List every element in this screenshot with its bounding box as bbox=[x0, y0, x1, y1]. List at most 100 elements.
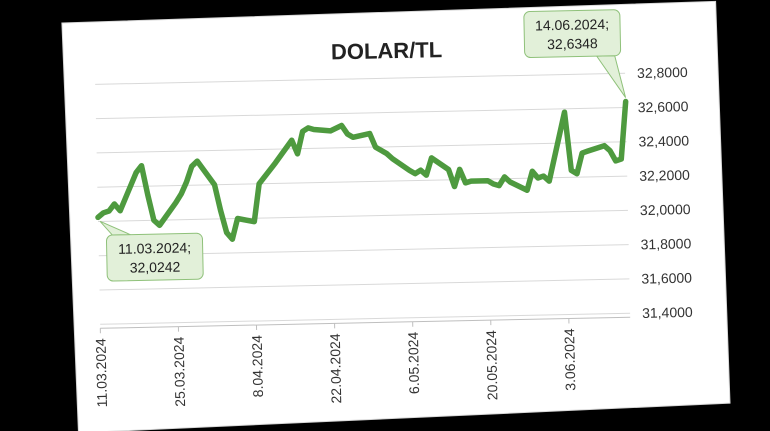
data-point bbox=[273, 161, 277, 165]
data-point bbox=[562, 110, 566, 114]
y-tick-label: 32,4000 bbox=[638, 132, 689, 149]
data-callout: 14.06.2024;32,6348 bbox=[523, 9, 627, 98]
data-point bbox=[503, 175, 507, 179]
data-point bbox=[586, 149, 590, 153]
y-axis-ticks: 32,8000 32,6000 32,4000 32,2000 32,0000 31,80… bbox=[637, 64, 693, 321]
callout-date: 14.06.2024; bbox=[535, 16, 609, 34]
data-point bbox=[140, 164, 144, 168]
x-axis-line bbox=[100, 316, 631, 329]
callout-value: 32,0242 bbox=[130, 259, 181, 276]
data-point bbox=[619, 157, 623, 161]
data-point bbox=[419, 168, 423, 172]
data-point bbox=[107, 209, 111, 213]
series-layer bbox=[95, 98, 629, 242]
data-point bbox=[430, 156, 434, 160]
data-point bbox=[575, 172, 579, 176]
data-point bbox=[179, 192, 183, 196]
data-point bbox=[257, 182, 261, 186]
data-point bbox=[152, 218, 156, 222]
x-tick-label: 25.03.2024 bbox=[171, 336, 188, 407]
data-point bbox=[329, 129, 333, 133]
y-tick-label: 32,2000 bbox=[639, 167, 690, 184]
y-tick-label: 31,6000 bbox=[641, 270, 692, 287]
data-point bbox=[219, 208, 223, 212]
callout-date: 11.03.2024; bbox=[118, 239, 191, 257]
gridline bbox=[95, 72, 626, 85]
data-point bbox=[536, 176, 540, 180]
data-point bbox=[486, 179, 490, 183]
y-tick-label: 31,8000 bbox=[641, 235, 692, 252]
data-point bbox=[185, 180, 189, 184]
data-point bbox=[368, 132, 372, 136]
data-point bbox=[301, 129, 305, 133]
data-point bbox=[608, 149, 612, 153]
callout-box bbox=[105, 232, 204, 282]
data-point bbox=[547, 179, 551, 183]
data-point bbox=[458, 167, 462, 171]
gridline bbox=[98, 209, 628, 222]
x-tick-label: 11.03.2024 bbox=[93, 338, 110, 408]
data-point bbox=[225, 231, 229, 235]
data-point bbox=[464, 181, 468, 185]
data-point bbox=[290, 138, 294, 142]
data-point bbox=[385, 152, 389, 156]
chart-title: DOLAR/TL bbox=[331, 37, 443, 64]
x-tick-label: 8.04.2024 bbox=[249, 335, 266, 398]
x-tick-label: 6.05.2024 bbox=[405, 331, 422, 394]
data-point bbox=[453, 185, 457, 189]
data-point bbox=[469, 179, 473, 183]
data-point bbox=[312, 127, 316, 131]
data-point bbox=[407, 168, 411, 172]
data-point bbox=[213, 183, 217, 187]
data-point bbox=[134, 171, 138, 175]
gridline bbox=[95, 107, 626, 120]
data-point bbox=[118, 209, 122, 213]
axes bbox=[100, 316, 631, 329]
data-point bbox=[447, 168, 451, 172]
y-tick-label: 32,8000 bbox=[637, 64, 688, 81]
data-point bbox=[602, 144, 606, 148]
data-point bbox=[96, 215, 100, 219]
data-point bbox=[174, 201, 178, 205]
data-point bbox=[252, 220, 256, 224]
data-point bbox=[230, 237, 234, 241]
data-point bbox=[525, 188, 529, 192]
data-point bbox=[373, 145, 377, 149]
annotations: 11.03.2024; 32,0242 14.06.2024;32,6348 bbox=[99, 9, 627, 282]
data-point bbox=[491, 182, 495, 186]
x-tick-label: 22.04.2024 bbox=[327, 333, 344, 404]
x-axis-ticks: 11.03.2024 25.03.2024 8.04.2024 22.04.2024 6… bbox=[93, 318, 578, 408]
data-point bbox=[195, 159, 199, 163]
data-callout: 11.03.2024; 32,0242 bbox=[99, 220, 204, 282]
data-point bbox=[340, 124, 344, 128]
data-point bbox=[580, 151, 584, 155]
data-point bbox=[391, 157, 395, 161]
data-point bbox=[614, 159, 618, 163]
data-point bbox=[190, 164, 194, 168]
y-tick-label: 32,6000 bbox=[638, 98, 689, 115]
data-point bbox=[101, 211, 105, 215]
data-point bbox=[542, 174, 546, 178]
x-tick-label: 3.06.2024 bbox=[561, 328, 578, 391]
gridline bbox=[99, 278, 630, 291]
x-tick-label: 20.05.2024 bbox=[483, 330, 500, 401]
data-point bbox=[146, 193, 150, 197]
data-point bbox=[112, 202, 116, 206]
y-tick-label: 31,4000 bbox=[642, 304, 693, 321]
gridline bbox=[100, 312, 631, 325]
data-point bbox=[236, 217, 240, 221]
data-point bbox=[413, 172, 417, 176]
data-point bbox=[569, 168, 573, 172]
data-point bbox=[351, 135, 355, 139]
y-tick-label: 32,0000 bbox=[640, 201, 691, 218]
data-point bbox=[624, 100, 628, 104]
data-point bbox=[530, 169, 534, 173]
data-point bbox=[345, 132, 349, 136]
data-point bbox=[306, 126, 310, 130]
data-point bbox=[295, 152, 299, 156]
callout-value: 32,6348 bbox=[547, 35, 598, 52]
data-point bbox=[424, 173, 428, 177]
data-point bbox=[158, 223, 162, 227]
